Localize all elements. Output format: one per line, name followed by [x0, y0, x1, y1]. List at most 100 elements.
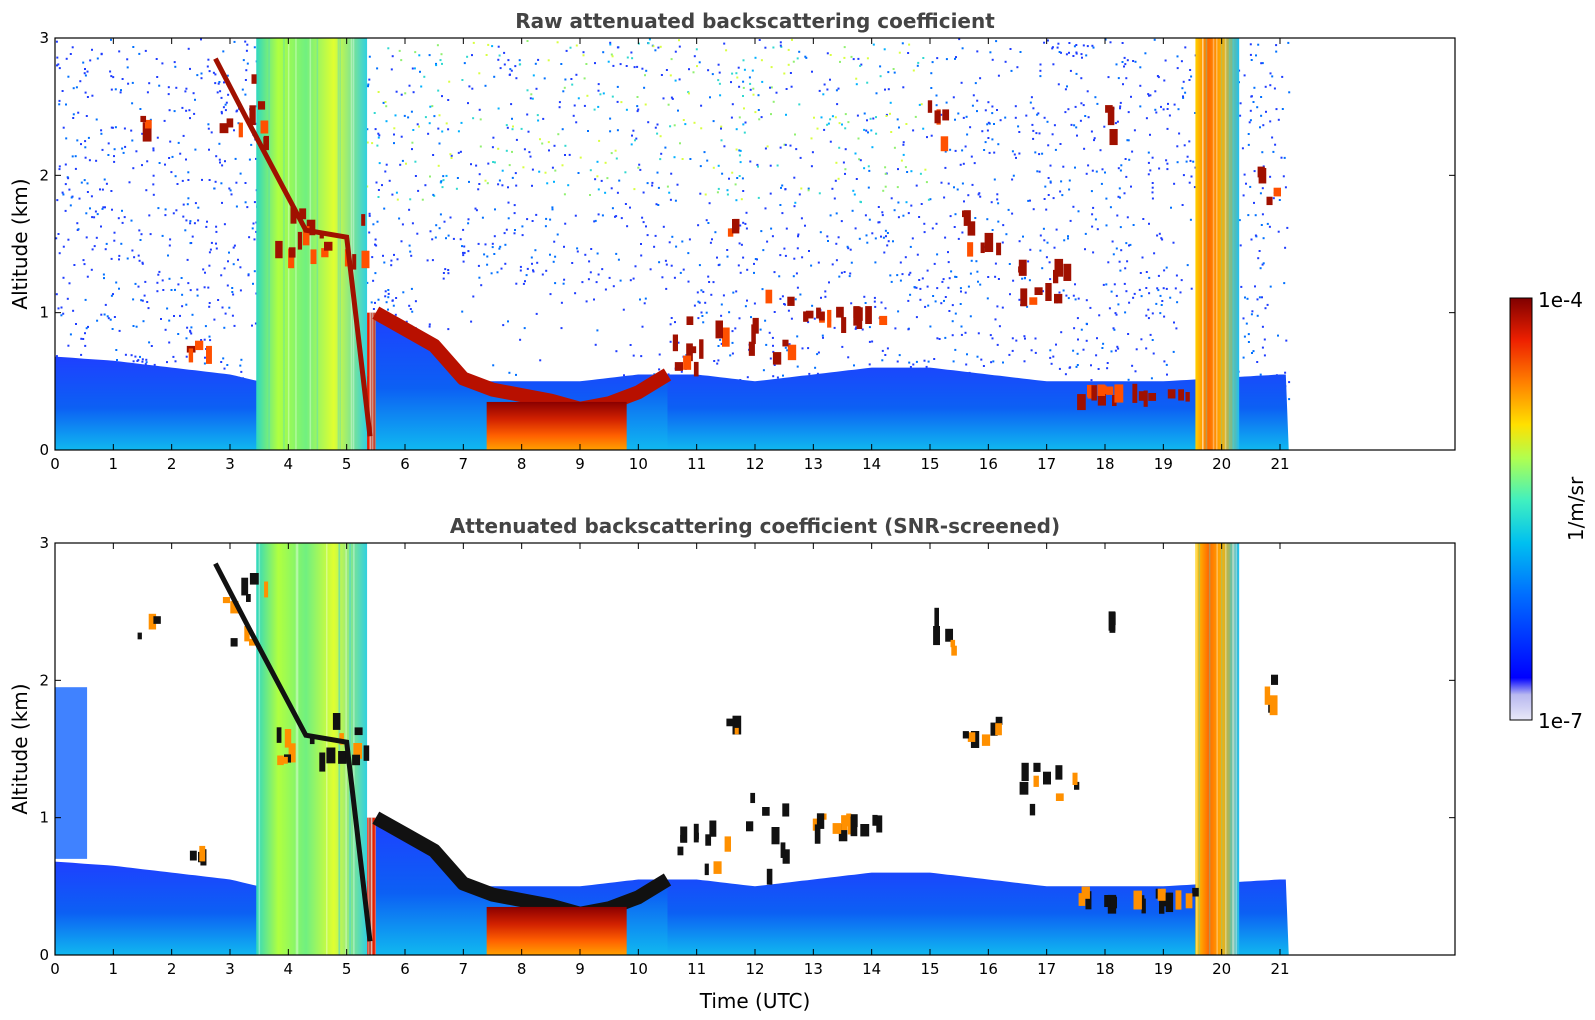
noise-speckle	[1253, 201, 1255, 204]
noise-speckle	[393, 127, 396, 130]
noise-speckle	[797, 233, 800, 236]
noise-speckle	[1252, 101, 1255, 103]
noise-speckle	[866, 119, 868, 122]
noise-speckle	[156, 281, 159, 284]
noise-speckle	[435, 62, 437, 65]
noise-speckle	[1247, 214, 1250, 217]
noise-speckle	[1132, 60, 1135, 62]
noise-speckle	[84, 68, 86, 70]
noise-speckle	[700, 104, 703, 107]
noise-speckle	[759, 328, 762, 331]
noise-speckle	[1012, 174, 1015, 177]
noise-speckle	[1089, 306, 1092, 309]
noise-speckle	[761, 288, 764, 291]
noise-speckle	[60, 314, 63, 317]
noise-speckle	[804, 55, 807, 58]
noise-speckle	[374, 272, 377, 275]
noise-speckle	[131, 139, 134, 142]
cloud-pixel	[832, 823, 842, 834]
noise-speckle	[201, 178, 203, 181]
noise-speckle	[1126, 59, 1129, 62]
noise-speckle	[631, 134, 633, 137]
noise-speckle	[904, 166, 907, 169]
noise-speckle	[796, 286, 799, 289]
noise-speckle	[1116, 214, 1119, 217]
noise-speckle	[1173, 103, 1176, 106]
noise-speckle	[1262, 165, 1265, 168]
noise-speckle	[368, 214, 371, 217]
noise-speckle	[1139, 272, 1142, 274]
noise-speckle	[898, 51, 901, 54]
noise-speckle	[85, 236, 88, 239]
noise-speckle	[719, 94, 722, 97]
noise-speckle	[434, 236, 437, 239]
cloud-pixel	[188, 348, 194, 363]
noise-speckle	[526, 267, 529, 270]
noise-speckle	[918, 216, 921, 218]
y-tick-label: 1	[39, 809, 49, 827]
noise-speckle	[1142, 218, 1145, 220]
noise-speckle	[1068, 179, 1071, 182]
noise-speckle	[76, 139, 79, 142]
noise-speckle	[1072, 55, 1075, 57]
cloud-pixel	[699, 339, 704, 359]
cloud-pixel	[746, 821, 754, 832]
cloud-pixel	[677, 846, 684, 856]
noise-speckle	[1039, 249, 1042, 252]
noise-speckle	[569, 46, 572, 49]
noise-speckle	[1002, 224, 1005, 227]
precipitation-streak	[1220, 543, 1223, 955]
noise-speckle	[1288, 398, 1291, 401]
cloud-pixel	[726, 718, 735, 727]
noise-speckle	[99, 188, 101, 191]
noise-speckle	[543, 77, 546, 80]
noise-speckle	[1021, 277, 1024, 280]
cloud-pixel	[1141, 898, 1146, 914]
noise-speckle	[169, 140, 172, 143]
noise-speckle	[518, 59, 521, 62]
noise-speckle	[1249, 185, 1252, 188]
noise-speckle	[884, 307, 887, 310]
noise-speckle	[1166, 168, 1169, 171]
noise-speckle	[82, 338, 85, 340]
noise-speckle	[432, 193, 435, 196]
noise-speckle	[889, 101, 892, 104]
noise-speckle	[863, 167, 866, 170]
noise-speckle	[1109, 41, 1112, 44]
noise-speckle	[227, 260, 229, 263]
noise-speckle	[424, 116, 427, 119]
cloud-pixel	[1054, 258, 1064, 277]
noise-speckle	[400, 135, 403, 138]
noise-speckle	[101, 207, 104, 210]
cloud-pixel	[1178, 389, 1185, 401]
noise-speckle	[84, 140, 87, 143]
noise-speckle	[545, 217, 548, 220]
noise-speckle	[62, 193, 65, 196]
noise-speckle	[376, 144, 379, 147]
virga-trace	[213, 57, 373, 437]
noise-speckle	[940, 113, 943, 116]
noise-speckle	[1253, 170, 1256, 173]
noise-speckle	[1104, 38, 1107, 41]
noise-speckle	[411, 141, 414, 144]
noise-speckle	[1125, 290, 1128, 293]
noise-speckle	[549, 218, 552, 221]
noise-speckle	[204, 271, 206, 274]
noise-speckle	[374, 301, 376, 304]
noise-speckle	[143, 294, 146, 297]
noise-speckle	[1075, 365, 1078, 368]
noise-speckle	[200, 339, 203, 341]
noise-speckle	[255, 122, 258, 125]
noise-speckle	[1036, 113, 1039, 116]
cloud-pixel	[226, 118, 234, 128]
noise-speckle	[698, 264, 701, 267]
noise-speckle	[100, 225, 102, 228]
noise-speckle	[408, 304, 411, 307]
noise-speckle	[992, 360, 995, 363]
noise-speckle	[945, 101, 948, 104]
noise-speckle	[960, 333, 963, 336]
noise-speckle	[233, 40, 236, 43]
noise-speckle	[1062, 165, 1065, 168]
noise-speckle	[942, 278, 945, 281]
